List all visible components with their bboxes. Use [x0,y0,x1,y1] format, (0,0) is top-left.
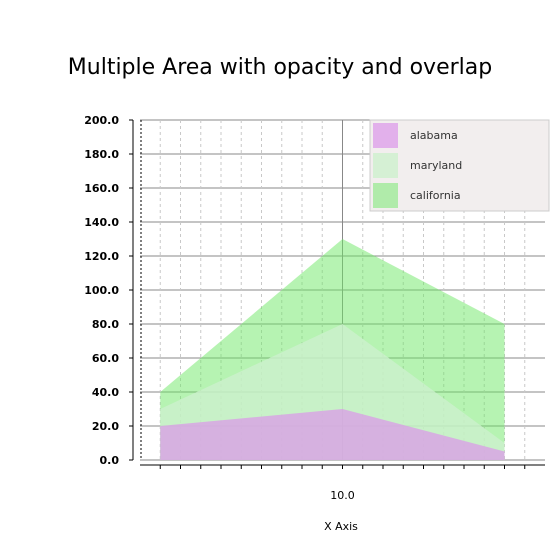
area-series-group [160,239,505,460]
chart-title: Multiple Area with opacity and overlap [68,55,492,80]
legend-label-alabama: alabama [410,129,458,142]
legend: alabama maryland california [369,119,550,212]
axes [129,119,545,469]
y-tick-label: 180.0 [84,148,119,161]
legend-swatch-maryland [373,153,398,178]
y-tick-label: 200.0 [84,114,119,127]
y-tick-label: 60.0 [92,352,119,365]
y-tick-label: 40.0 [92,386,119,399]
y-tick-label: 100.0 [84,284,119,297]
legend-label-maryland: maryland [410,159,462,172]
legend-swatch-california [373,183,398,208]
y-tick-label: 120.0 [84,250,119,263]
x-tick-labels: 10.0 [330,489,355,502]
y-tick-label: 160.0 [84,182,119,195]
area-alabama [160,409,505,460]
y-tick-label: 140.0 [84,216,119,229]
x-tick-label: 10.0 [330,489,355,502]
x-axis-label: X Axis [324,520,358,533]
y-tick-label: 80.0 [92,318,119,331]
legend-label-california: california [410,189,461,202]
y-tick-label: 0.0 [100,454,120,467]
y-tick-label: 20.0 [92,420,119,433]
legend-box [369,119,550,212]
legend-swatch-alabama [373,123,398,148]
y-tick-labels: 0.0 20.0 40.0 60.0 80.0 100.0 120.0 140.0 160.0 1… [84,114,119,467]
